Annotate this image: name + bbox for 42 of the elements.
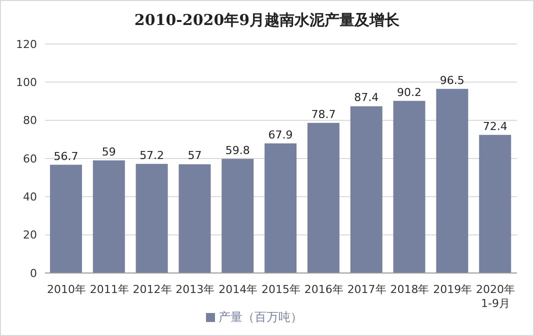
bar (136, 164, 168, 273)
x-tick-label: 2011年 (90, 283, 129, 296)
y-tick-label: 80 (23, 114, 37, 128)
x-tick-label: 2014年 (218, 283, 258, 296)
bar (222, 158, 254, 273)
bar (50, 164, 82, 273)
y-tick-label: 100 (16, 76, 37, 90)
data-label: 59 (102, 145, 116, 158)
x-tick-label: 2012年 (132, 283, 172, 296)
bar (436, 88, 468, 273)
x-tick-label: 2016年 (304, 283, 344, 296)
legend-label: 产量（百万吨） (218, 310, 302, 324)
x-tick-label: 2017年 (347, 283, 386, 296)
data-label: 57 (188, 149, 202, 162)
data-label: 59.8 (225, 144, 250, 157)
x-tick-label: 2015年 (262, 283, 300, 296)
bar (393, 100, 426, 273)
bar (92, 160, 125, 273)
y-tick-label: 60 (23, 152, 37, 166)
bar (178, 164, 211, 273)
chart-title: 2010-2020年9月越南水泥产量及增长 (133, 11, 401, 30)
x-tick-label: 2019年 (433, 283, 472, 296)
bar (307, 122, 340, 273)
bar (264, 143, 297, 273)
y-tick-label: 120 (16, 38, 37, 51)
data-label: 78.7 (311, 108, 336, 121)
data-label: 90.2 (397, 86, 422, 99)
data-label: 87.4 (354, 91, 379, 104)
data-label: 96.5 (440, 74, 464, 87)
x-tick-label: 2020年 1-9月 (476, 283, 516, 310)
x-tick-label: 2010年 (46, 283, 86, 296)
y-tick-label: 40 (23, 190, 37, 204)
data-label: 72.4 (482, 120, 508, 133)
data-label: 56.7 (54, 150, 78, 163)
bar (350, 106, 382, 273)
y-tick-label: 20 (23, 228, 37, 242)
data-label: 67.9 (268, 128, 293, 142)
x-tick-label: 2013年 (176, 283, 215, 296)
data-label: 57.2 (140, 148, 164, 162)
y-tick-label: 0 (30, 266, 37, 280)
bar (479, 134, 512, 273)
x-tick-label: 2018年 (390, 283, 430, 296)
